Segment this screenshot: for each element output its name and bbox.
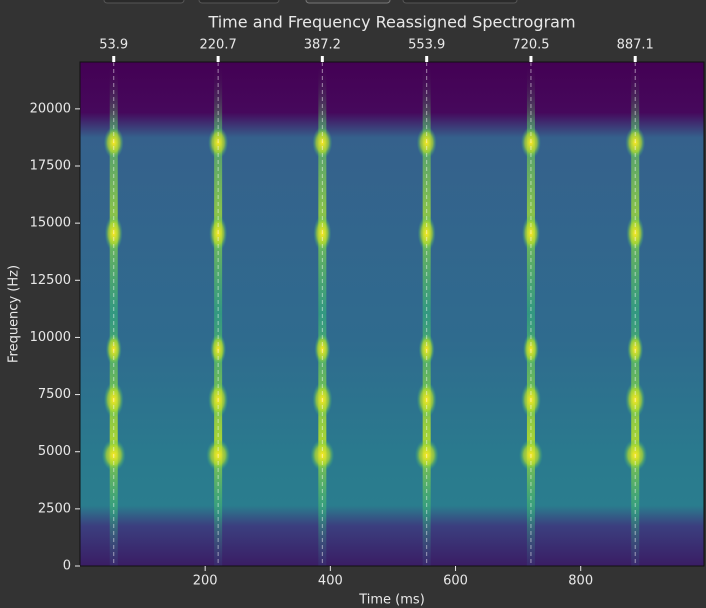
spectrogram-image [80, 62, 704, 566]
onset-label: 720.5 [512, 38, 549, 53]
toolbar-button[interactable] [402, 0, 518, 4]
x-tick-label: 400 [318, 574, 343, 589]
chart-title: Time and Frequency Reassigned Spectrogra… [207, 13, 575, 32]
onset-label: 553.9 [408, 38, 445, 53]
onset-label: 387.2 [304, 38, 341, 53]
onset-label: 220.7 [200, 38, 237, 53]
y-tick-label: 5000 [38, 444, 71, 459]
x-tick-label: 800 [568, 574, 593, 589]
toolbar [103, 0, 518, 4]
y-tick-label: 2500 [38, 501, 71, 516]
y-tick-label: 15000 [30, 216, 71, 231]
toolbar-button[interactable] [305, 0, 391, 4]
y-axis-label: Frequency (Hz) [7, 265, 22, 363]
toolbar-button[interactable] [198, 0, 280, 4]
onset-label: 53.9 [99, 38, 128, 53]
plot-frame [79, 61, 705, 567]
x-tick-label: 600 [443, 574, 468, 589]
y-tick-label: 12500 [30, 273, 71, 288]
toolbar-button[interactable] [103, 0, 185, 4]
onset-label: 887.1 [617, 38, 654, 53]
y-tick-label: 10000 [30, 330, 71, 345]
y-tick-label: 17500 [30, 159, 71, 174]
x-tick-label: 200 [193, 574, 218, 589]
x-axis-label: Time (ms) [358, 593, 425, 608]
y-tick-label: 20000 [30, 101, 71, 116]
y-tick-label: 0 [63, 559, 71, 574]
y-tick-label: 7500 [38, 387, 71, 402]
